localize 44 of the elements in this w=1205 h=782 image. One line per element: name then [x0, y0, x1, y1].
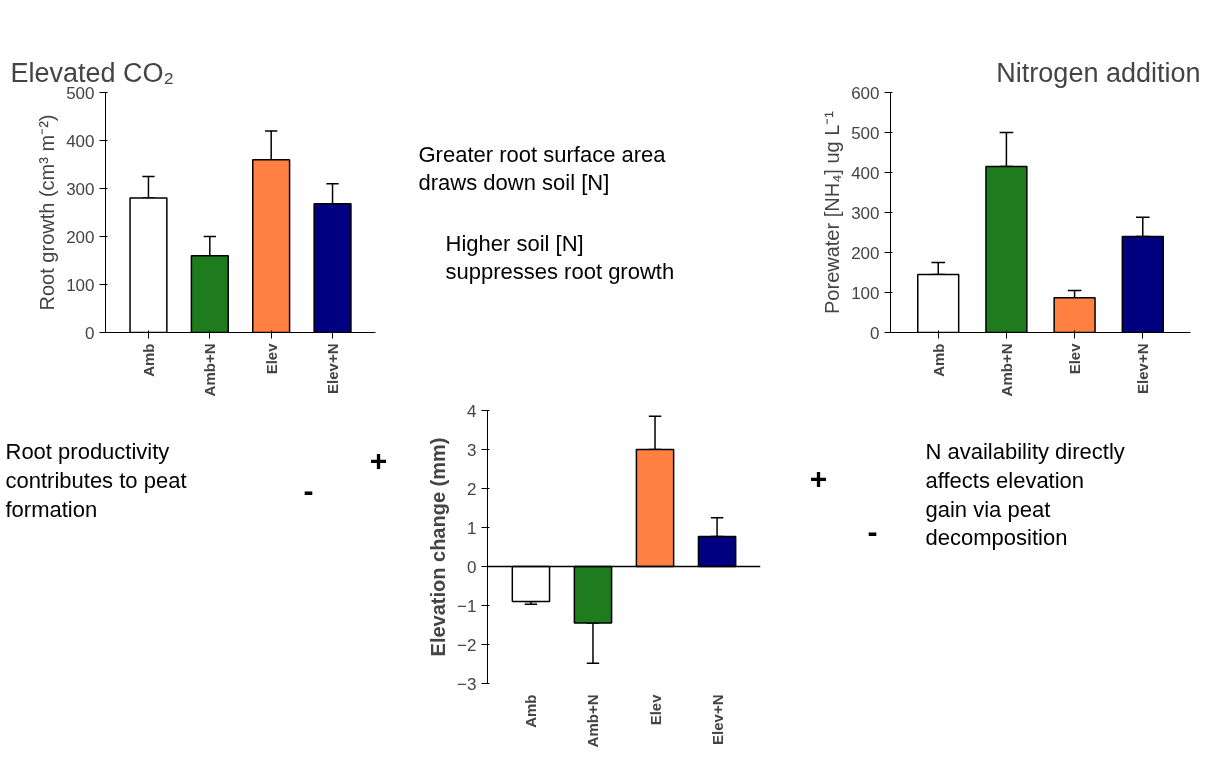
- y-tick-label: 600: [851, 83, 880, 103]
- y-tick-label: 300: [851, 203, 880, 223]
- y-tick-label: 100: [66, 275, 95, 295]
- y-tick-label: 4: [467, 401, 477, 421]
- x-tick-label: Elev: [646, 693, 664, 726]
- y-tick-label: 1: [467, 518, 477, 538]
- y-tick-label: 500: [851, 123, 880, 143]
- x-tick-label: Elev+N: [324, 343, 342, 394]
- text: -: [303, 473, 314, 507]
- text: +: [369, 443, 388, 477]
- x-tick-label: Elev: [262, 342, 280, 375]
- x-tick-label: Elev: [1066, 342, 1084, 375]
- y-tick-label: 0: [467, 557, 477, 577]
- x-tick-label: Amb: [139, 343, 157, 377]
- x-tick-label: Amb+N: [997, 343, 1015, 397]
- chart-title: Nitrogen addition: [996, 57, 1201, 88]
- x-tick-label: Amb: [929, 343, 947, 377]
- y-tick-label: 300: [66, 179, 95, 199]
- x-tick-label: Elev+N: [1134, 343, 1152, 394]
- y-tick-label: 0: [85, 323, 95, 343]
- y-tick-label: −3: [457, 674, 477, 694]
- y-tick-label: 200: [851, 243, 880, 263]
- y-tick-label: 200: [66, 227, 95, 247]
- text: +: [809, 461, 828, 495]
- x-tick-label: Amb+N: [584, 694, 602, 748]
- text: Higher soil [N] suppresses root growth: [445, 230, 675, 285]
- text: Greater root surface area draws down soil [N]: [418, 141, 667, 196]
- text: N availability directly affects elevation gain via peat decomposition: [925, 439, 1125, 551]
- x-tick-label: Amb: [522, 694, 540, 728]
- y-axis-title: Root growth (cm³ m⁻²): [36, 114, 59, 311]
- text: Root productivity contributes to peat formation: [5, 439, 187, 522]
- y-tick-label: −1: [457, 596, 477, 616]
- x-tick-label: Amb+N: [201, 343, 219, 397]
- y-axis-title: Porewater [NH₄] ug L⁻¹: [821, 110, 844, 315]
- y-tick-label: −2: [457, 635, 477, 655]
- y-tick-label: 400: [66, 131, 95, 151]
- y-tick-label: 2: [467, 479, 477, 499]
- y-tick-label: 100: [851, 283, 880, 303]
- x-tick-label: Elev+N: [708, 694, 726, 745]
- y-tick-label: 400: [851, 163, 880, 183]
- y-axis-title: Elevation change (mm): [427, 437, 450, 657]
- y-tick-label: 3: [467, 440, 477, 460]
- text: -: [867, 514, 878, 548]
- y-tick-label: 0: [870, 323, 880, 343]
